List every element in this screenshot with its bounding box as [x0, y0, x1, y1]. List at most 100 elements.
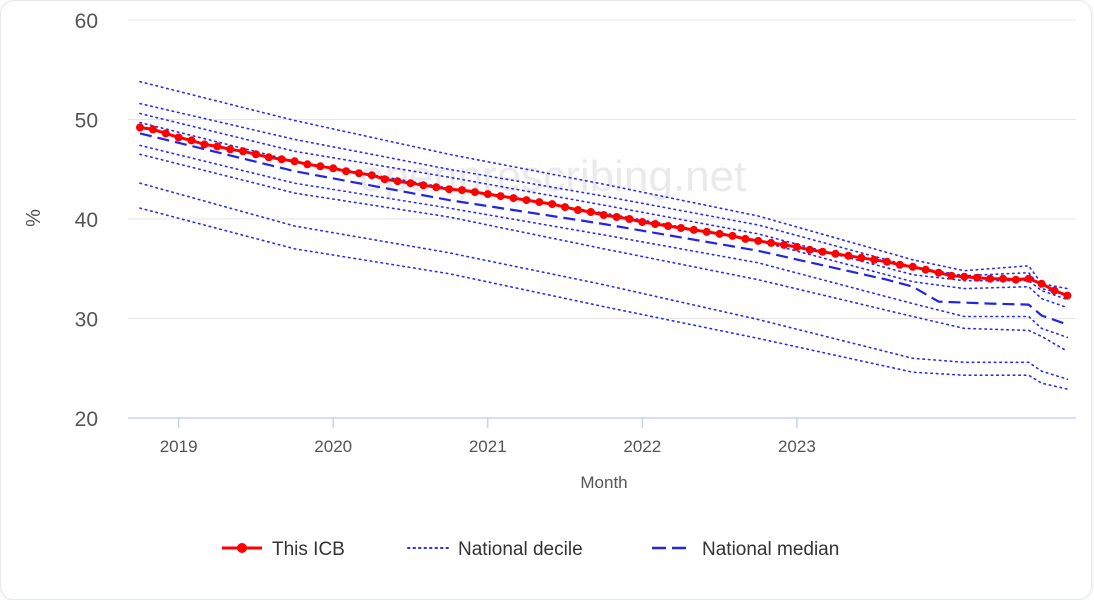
watermark: openprescribing.net [360, 152, 746, 201]
y-tick-label: 30 [75, 309, 98, 332]
icb-point [986, 274, 995, 283]
y-tick-label: 20 [75, 408, 98, 431]
icb-point [651, 220, 660, 228]
y-tick-labels: 20 30 40 50 60 [75, 10, 98, 431]
icb-point [934, 268, 943, 277]
icb-point [715, 229, 724, 238]
icb-point [754, 236, 763, 245]
icb-point [174, 133, 183, 142]
icb-point [921, 265, 930, 274]
icb-point [831, 249, 840, 258]
icb-point [960, 272, 969, 281]
y-tick-label: 40 [75, 209, 98, 232]
icb-point [599, 211, 608, 219]
icb-point [329, 164, 338, 173]
grid-lines [128, 19, 1076, 419]
icb-point [612, 213, 621, 221]
icb-point [239, 147, 247, 156]
x-tick-label: 2020 [314, 437, 352, 456]
x-axis-label: Month [580, 473, 627, 492]
icb-point [792, 242, 801, 251]
icb-point [522, 196, 531, 205]
icb-point [290, 157, 299, 166]
icb-point [1037, 279, 1046, 288]
icb-point [870, 255, 879, 264]
icb-point [161, 129, 170, 138]
icb-point [702, 227, 711, 236]
icb-point [367, 171, 376, 180]
x-tick-label: 2023 [778, 437, 816, 456]
national-decile-line [139, 144, 1069, 339]
national-decile-line [139, 153, 1069, 353]
icb-point [380, 175, 389, 184]
icb-point [136, 123, 144, 132]
y-tick-label: 60 [75, 10, 98, 33]
icb-point [226, 145, 235, 154]
national-median-line [139, 132, 1068, 326]
legend-marker [237, 543, 247, 553]
icb-point [393, 177, 402, 186]
icb-point [780, 240, 788, 249]
legend-label: This ICB [272, 539, 345, 559]
icb-point [548, 200, 557, 209]
national-decile-line [139, 80, 1069, 290]
icb-point [883, 257, 891, 266]
legend-label: National median [702, 539, 839, 559]
icb-point [200, 140, 209, 149]
legend-item[interactable]: This ICB [222, 539, 345, 559]
icb-point [805, 245, 814, 254]
icb-point [561, 203, 569, 212]
icb-point [638, 218, 647, 226]
icb-point [470, 188, 479, 197]
legend-item[interactable]: National median [652, 539, 839, 559]
icb-point [741, 234, 750, 243]
icb-point [342, 167, 351, 176]
icb-point [432, 183, 441, 192]
icb-point [664, 222, 673, 230]
icb-point [458, 186, 466, 195]
icb-point [1063, 291, 1072, 300]
icb-point [1011, 275, 1020, 284]
icb-line [136, 123, 1072, 300]
x-tick-label: 2021 [469, 437, 507, 456]
icb-point [483, 190, 492, 199]
icb-point [355, 169, 363, 178]
icb-point [573, 206, 582, 214]
national-decile-line [139, 207, 1069, 390]
icb-point [1024, 274, 1033, 283]
icb-point [818, 247, 827, 256]
icb-point [677, 224, 685, 232]
icb-point [728, 231, 737, 240]
icb-point [999, 274, 1007, 283]
icb-point [689, 225, 698, 234]
legend-label: National decile [458, 539, 583, 559]
icb-point [277, 155, 286, 164]
national-decile-line [139, 102, 1069, 296]
icb-point [535, 198, 544, 207]
icb-point [767, 238, 776, 247]
icb-point [586, 208, 595, 216]
icb-point [857, 253, 866, 262]
icb-point [496, 192, 505, 201]
icb-point [187, 136, 196, 145]
icb-point [1050, 286, 1059, 295]
national-decile-lines [139, 80, 1069, 390]
icb-point [264, 153, 273, 162]
icb-point [509, 194, 518, 203]
x-tick-label: 2022 [623, 437, 661, 456]
icb-point [625, 215, 634, 223]
icb-point [445, 185, 454, 194]
icb-point [844, 251, 853, 260]
icb-point [419, 181, 428, 190]
x-tick-labels: 2019 2020 2021 2022 2023 [160, 418, 816, 456]
icb-point [908, 262, 917, 271]
icb-point [316, 162, 325, 171]
national-median-path [139, 132, 1068, 326]
x-tick-label: 2019 [160, 437, 198, 456]
icb-point [947, 271, 956, 280]
icb-point [148, 125, 157, 134]
icb-point [895, 260, 904, 269]
legend-item[interactable]: National decile [407, 539, 583, 559]
